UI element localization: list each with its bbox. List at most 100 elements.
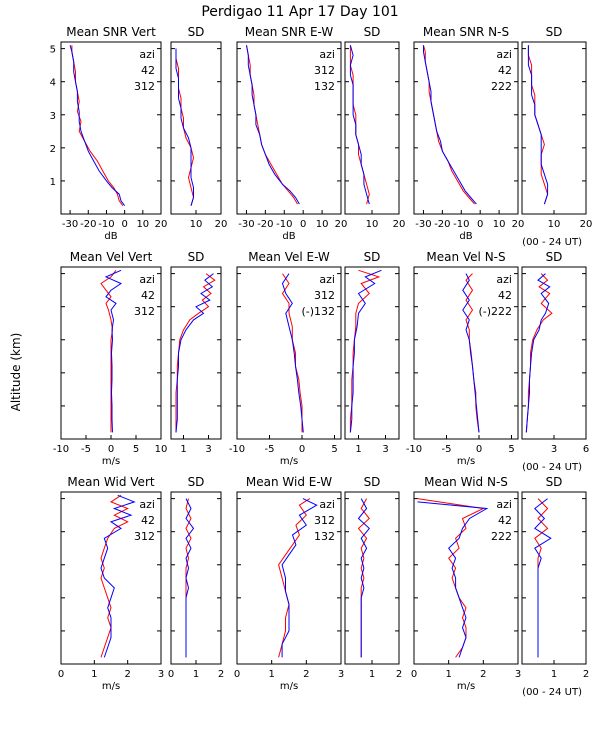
- x-tick-label: 1: [91, 669, 97, 680]
- x-tick-label: -30: [415, 219, 431, 230]
- time-note-row2: (00 - 24 UT): [522, 462, 582, 473]
- x-tick-label: 10: [316, 219, 329, 230]
- series-line: [185, 498, 195, 658]
- panel-frame: [236, 266, 342, 440]
- series-line: [527, 45, 549, 205]
- series-line: [349, 269, 382, 433]
- y-tick-label: 2: [50, 144, 56, 155]
- x-tick-label: 1: [445, 669, 451, 680]
- series-line: [278, 498, 311, 658]
- x-tick-label: 20: [335, 219, 348, 230]
- x-tick-label: 1: [551, 669, 557, 680]
- series-line: [525, 273, 553, 433]
- panel-12: Mean Wid Vert 0 1 2 3 m/s azi 42 312: [58, 475, 164, 692]
- panel-9: SD 1 3: [344, 250, 400, 455]
- legend-entry-red: 312: [314, 514, 335, 527]
- legend-entry-blue: 132: [314, 80, 335, 93]
- series-line: [175, 273, 214, 433]
- legend-header: azi: [319, 273, 335, 286]
- series-line: [525, 273, 551, 433]
- series-line: [71, 45, 124, 206]
- x-tick-label: 0: [299, 444, 305, 455]
- x-tick-label: 2: [124, 669, 130, 680]
- panel-title: Mean Vel N-S: [426, 250, 505, 264]
- panel-title: Mean SNR E-W: [245, 25, 334, 39]
- x-tick-label: 3: [338, 669, 344, 680]
- x-tick-label: 10: [548, 219, 561, 230]
- y-tick-label: 4: [50, 78, 56, 89]
- x-tick-label: 2: [480, 669, 486, 680]
- series-line: [100, 494, 129, 658]
- panel-title: SD: [364, 475, 381, 489]
- x-tick-label: -10: [276, 219, 292, 230]
- x-tick-label: -30: [62, 219, 78, 230]
- series-line: [69, 45, 126, 206]
- x-tick-label: 0: [411, 669, 417, 680]
- panel-frame: [236, 41, 342, 215]
- panel-frame: [170, 491, 222, 665]
- x-axis-label: m/s: [457, 456, 475, 467]
- panel-frame: [344, 41, 400, 215]
- x-tick-label: 1: [369, 669, 375, 680]
- panel-title: Mean Vel E-W: [248, 250, 330, 264]
- legend-entry-red: 42: [498, 514, 512, 527]
- series-line: [417, 498, 485, 658]
- x-tick-label: 20: [155, 219, 168, 230]
- x-axis-label: dB: [104, 231, 117, 242]
- x-tick-label: 1: [355, 444, 361, 455]
- x-tick-label: 5: [508, 444, 514, 455]
- panel-frame: [413, 41, 519, 215]
- x-tick-label: 10: [136, 219, 149, 230]
- x-axis-label: dB: [282, 231, 295, 242]
- series-line: [175, 273, 216, 433]
- panel-frame: [344, 491, 400, 665]
- panel-frame: [60, 41, 162, 215]
- figure-title: Perdigao 11 Apr 17 Day 101: [201, 4, 398, 20]
- x-tick-label: -10: [53, 444, 69, 455]
- x-tick-label: 0: [476, 444, 482, 455]
- series-line: [246, 45, 298, 205]
- series-line: [100, 269, 117, 433]
- x-tick-label: 10: [493, 219, 506, 230]
- legend-entry-red: 312: [314, 289, 335, 302]
- panel-3: SD 10 20: [344, 25, 405, 230]
- x-tick-label: -5: [265, 444, 275, 455]
- x-tick-label: -10: [453, 219, 469, 230]
- series-line: [246, 45, 300, 205]
- x-tick-label: 10: [366, 219, 379, 230]
- x-tick-label: 1: [193, 669, 199, 680]
- legend-entry-blue: (-)132: [301, 305, 335, 318]
- x-tick-label: -10: [98, 219, 114, 230]
- legend-header: azi: [139, 498, 155, 511]
- series-line: [534, 498, 552, 658]
- x-tick-label: 2: [303, 669, 309, 680]
- x-tick-label: -20: [257, 219, 273, 230]
- time-note-row1: (00 - 24 UT): [522, 237, 582, 248]
- time-note-row3: (00 - 24 UT): [522, 687, 582, 698]
- x-tick-label: 5: [133, 444, 139, 455]
- legend-entry-blue: 312: [134, 305, 155, 318]
- series-line: [349, 45, 370, 205]
- x-tick-label: 0: [121, 219, 127, 230]
- x-tick-label: 3: [515, 669, 521, 680]
- series-line: [423, 45, 475, 205]
- panel-frame: [60, 491, 162, 665]
- series-line: [357, 498, 370, 658]
- legend-entry-blue: 132: [314, 530, 335, 543]
- x-tick-label: -5: [442, 444, 452, 455]
- legend-entry-blue: (-)222: [478, 305, 512, 318]
- x-axis-label: m/s: [102, 681, 120, 692]
- panel-16: Mean Wid N-S 0 1 2 3 m/s azi 42 222: [411, 475, 521, 692]
- series-line: [281, 273, 303, 433]
- x-tick-label: 3: [205, 444, 211, 455]
- legend-entry-blue: 222: [491, 80, 512, 93]
- x-tick-label: 0: [477, 219, 483, 230]
- x-axis-label: m/s: [457, 681, 475, 692]
- legend-header: azi: [319, 498, 335, 511]
- legend-header: azi: [139, 273, 155, 286]
- panel-0: Mean SNR Vert 1 2 3 4 5 -30 -20 -10 0 10 20 dB azi 42 3…: [50, 25, 168, 242]
- series-line: [175, 48, 195, 206]
- x-tick-label: 2: [218, 669, 224, 680]
- series-line: [423, 45, 477, 205]
